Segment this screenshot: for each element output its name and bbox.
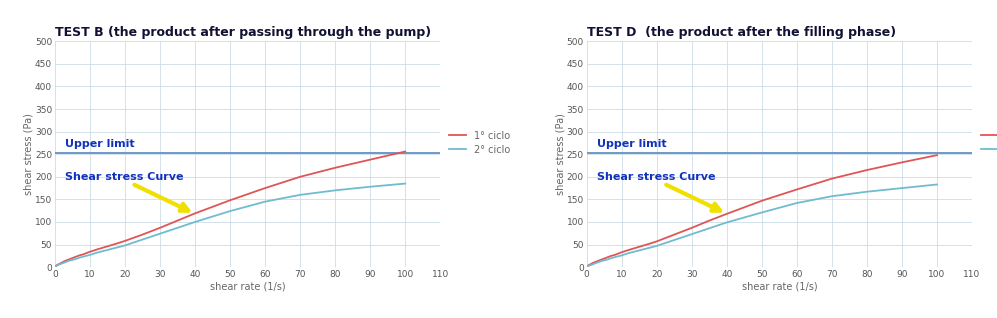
Text: Upper limit: Upper limit bbox=[66, 139, 135, 149]
Text: Upper limit: Upper limit bbox=[597, 139, 667, 149]
Y-axis label: shear stress (Pa): shear stress (Pa) bbox=[23, 113, 34, 195]
Text: Shear stress Curve: Shear stress Curve bbox=[597, 172, 716, 182]
Y-axis label: shear stress (Pa): shear stress (Pa) bbox=[555, 113, 565, 195]
X-axis label: shear rate (1/s): shear rate (1/s) bbox=[209, 282, 285, 292]
Text: TEST D  (the product after the filling phase): TEST D (the product after the filling ph… bbox=[586, 26, 896, 39]
Legend: 1° ciclo, 2° ciclo: 1° ciclo, 2° ciclo bbox=[449, 131, 510, 155]
Legend: 1° ciclo, 2° ciclo: 1° ciclo, 2° ciclo bbox=[981, 131, 997, 155]
X-axis label: shear rate (1/s): shear rate (1/s) bbox=[742, 282, 818, 292]
Text: Shear stress Curve: Shear stress Curve bbox=[66, 172, 183, 182]
Text: TEST B (the product after passing through the pump): TEST B (the product after passing throug… bbox=[55, 26, 431, 39]
